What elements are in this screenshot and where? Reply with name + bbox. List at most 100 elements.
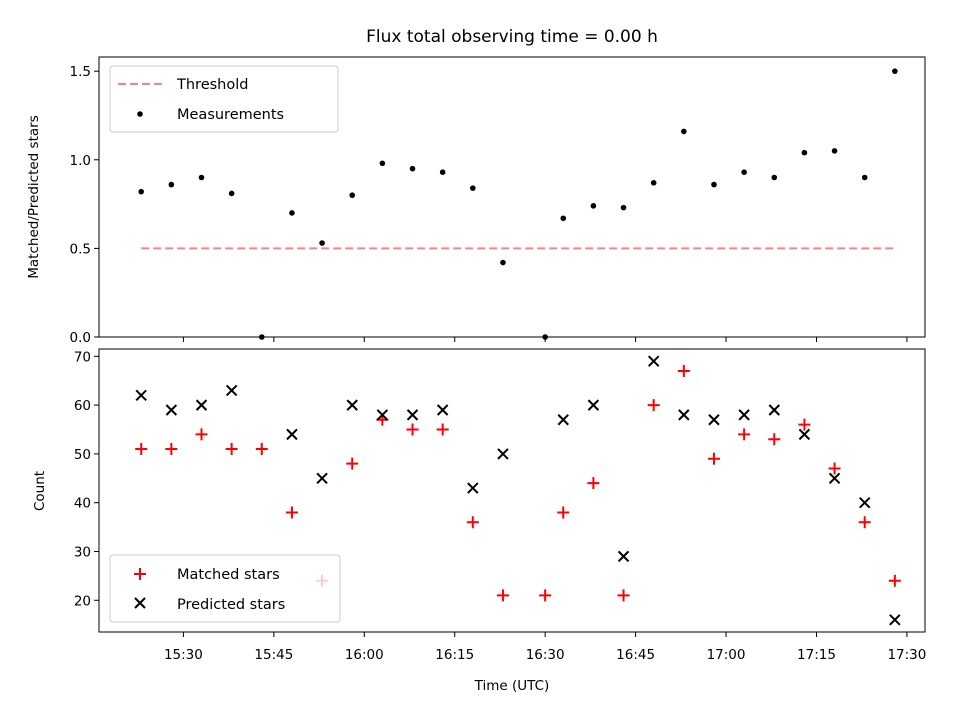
y-tick-label: 20 — [74, 593, 91, 609]
matched-point — [539, 589, 552, 602]
y-tick-label: 0.5 — [70, 241, 91, 257]
measurement-point — [439, 169, 446, 175]
measurement-point — [168, 181, 175, 188]
x-tick-label: 16:00 — [345, 647, 384, 663]
predicted-point — [859, 496, 871, 509]
y-tick-label: 1.0 — [70, 153, 91, 169]
bottom-plot-frame — [98, 348, 926, 633]
predicted-point — [497, 448, 509, 460]
matched-layer — [135, 364, 901, 602]
predicted-point — [617, 550, 630, 563]
top-x-ticks — [182, 337, 908, 342]
measurement-point — [228, 190, 235, 197]
bottom-legend-box — [109, 554, 341, 623]
top-panel: 0.0 0.5 1.0 1.5 Matched/Predicted stars Thr… — [26, 56, 926, 346]
matched-point — [617, 589, 630, 602]
top-y-axis-label: Matched/Predicted stars — [26, 115, 42, 278]
matched-point — [798, 418, 811, 431]
measurement-point — [620, 204, 627, 211]
matched-point — [738, 428, 751, 441]
measurement-point — [500, 259, 506, 266]
predicted-point — [376, 409, 389, 421]
bottom-panel: 20 30 40 50 60 70 15:30 15:45 16:00 16:15 16:30 16… — [32, 348, 926, 694]
measurement-point — [771, 174, 778, 181]
predicted-point — [225, 384, 238, 397]
matched-point — [647, 399, 660, 412]
predicted-point — [165, 404, 178, 416]
measurement-point — [379, 160, 386, 167]
predicted-point — [135, 389, 147, 402]
measurement-point — [831, 148, 838, 154]
measurement-point — [590, 203, 597, 209]
matched-point — [707, 452, 720, 465]
predicted-point — [647, 355, 660, 367]
legend-matched-label: Matched stars — [177, 567, 280, 583]
x-tick-label: 16:30 — [526, 647, 565, 663]
y-tick-label: 30 — [74, 544, 91, 560]
predicted-point — [828, 472, 841, 485]
measurement-point — [801, 149, 808, 156]
matched-point — [888, 574, 901, 587]
measurement-point — [198, 174, 205, 181]
legend-predicted-label: Predicted stars — [177, 597, 285, 613]
measurement-point — [138, 188, 145, 195]
predicted-point — [889, 614, 901, 626]
matched-point — [406, 423, 419, 436]
y-tick-label: 1.5 — [70, 64, 91, 80]
matched-point — [677, 364, 690, 377]
measurement-point — [289, 210, 295, 216]
x-tick-label: 16:45 — [616, 647, 655, 663]
legend-measurements-swatch — [137, 111, 143, 117]
matched-point — [587, 477, 600, 490]
measurement-point — [711, 181, 717, 188]
measurement-point — [560, 215, 567, 222]
measurement-point — [892, 68, 898, 74]
matched-point — [225, 443, 238, 456]
predicted-point — [557, 414, 569, 426]
legend-measurements-label: Measurements — [177, 107, 284, 123]
bottom-y-axis-label: Count — [32, 471, 48, 511]
measurement-point — [409, 165, 416, 172]
y-tick-label: 0.0 — [70, 330, 91, 346]
top-y-ticks: 0.0 0.5 1.0 1.5 — [70, 64, 99, 346]
matched-point — [135, 443, 148, 456]
predicted-point — [406, 409, 419, 421]
y-tick-label: 60 — [74, 398, 91, 414]
bottom-y-ticks: 20 30 40 50 60 70 — [74, 349, 99, 609]
measurement-point — [681, 128, 687, 135]
predicted-point — [768, 404, 780, 416]
matched-point — [165, 443, 178, 456]
legend-threshold-label: Threshold — [176, 77, 248, 93]
bottom-legend: Matched stars Predicted stars — [109, 554, 341, 623]
predicted-point — [587, 399, 600, 411]
top-legend-box — [109, 65, 339, 133]
measurement-layer — [138, 68, 898, 340]
measurement-point — [319, 240, 325, 246]
x-tick-label: 15:30 — [164, 647, 203, 663]
predicted-point — [346, 399, 358, 411]
x-tick-label: 15:45 — [254, 647, 293, 663]
x-tick-label: 17:30 — [887, 647, 926, 663]
predicted-point — [286, 428, 298, 441]
matched-point — [255, 443, 268, 456]
top-plot-frame — [98, 56, 926, 338]
x-tick-label: 16:15 — [435, 647, 474, 663]
matched-point — [466, 516, 479, 529]
matched-point — [346, 457, 359, 470]
x-tick-label: 17:00 — [707, 647, 746, 663]
measurement-point — [349, 192, 356, 199]
predicted-point — [678, 409, 690, 421]
y-tick-label: 40 — [74, 496, 91, 512]
x-tick-label: 17:15 — [797, 647, 836, 663]
matched-point — [285, 506, 298, 519]
predicted-point — [436, 404, 449, 416]
matched-point — [496, 589, 509, 602]
predicted-point — [467, 482, 479, 494]
legend-predicted-swatch — [134, 597, 146, 609]
predicted-point — [738, 409, 750, 421]
matched-point — [195, 428, 208, 441]
legend-matched-swatch — [134, 568, 146, 580]
predicted-point — [316, 472, 328, 485]
measurement-point — [470, 185, 476, 191]
